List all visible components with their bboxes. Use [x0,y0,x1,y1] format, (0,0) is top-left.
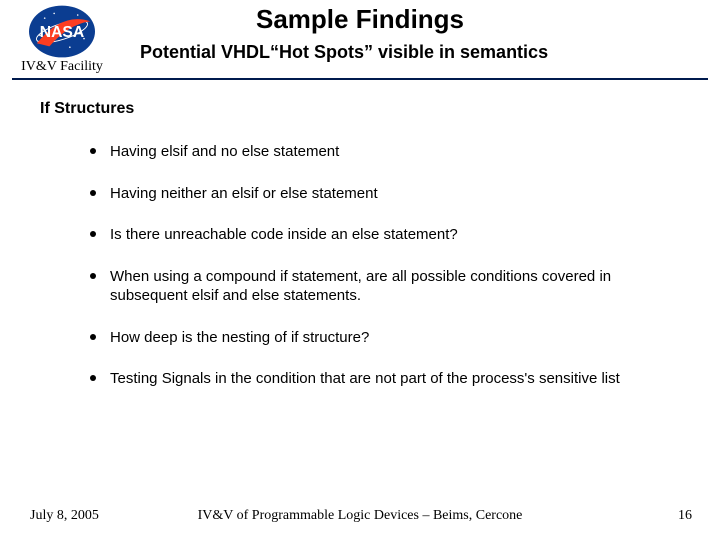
list-item: Having elsif and no else statement [90,142,620,162]
slide: NASA IV&V Facility Sample Findings Poten… [0,0,720,540]
list-item: How deep is the nesting of if structure? [90,328,620,348]
slide-subtitle: Potential VHDL“Hot Spots” visible in sem… [140,42,548,63]
slide-title: Sample Findings [0,4,720,35]
footer-page-number: 16 [678,508,692,524]
section-heading: If Structures [40,100,680,118]
list-item: Having neither an elsif or else statemen… [90,184,620,204]
header: NASA IV&V Facility Sample Findings Poten… [0,0,720,82]
list-item: When using a compound if statement, are … [90,267,620,306]
bullet-list: Having elsif and no else statement Havin… [40,142,680,389]
list-item: Testing Signals in the condition that ar… [90,369,620,389]
list-item: Is there unreachable code inside an else… [90,225,620,245]
footer-center: IV&V of Programmable Logic Devices – Bei… [0,508,720,524]
facility-label: IV&V Facility [12,59,112,75]
slide-body: If Structures Having elsif and no else s… [0,100,720,490]
footer: July 8, 2005 IV&V of Programmable Logic … [0,500,720,524]
header-rule [12,78,708,80]
